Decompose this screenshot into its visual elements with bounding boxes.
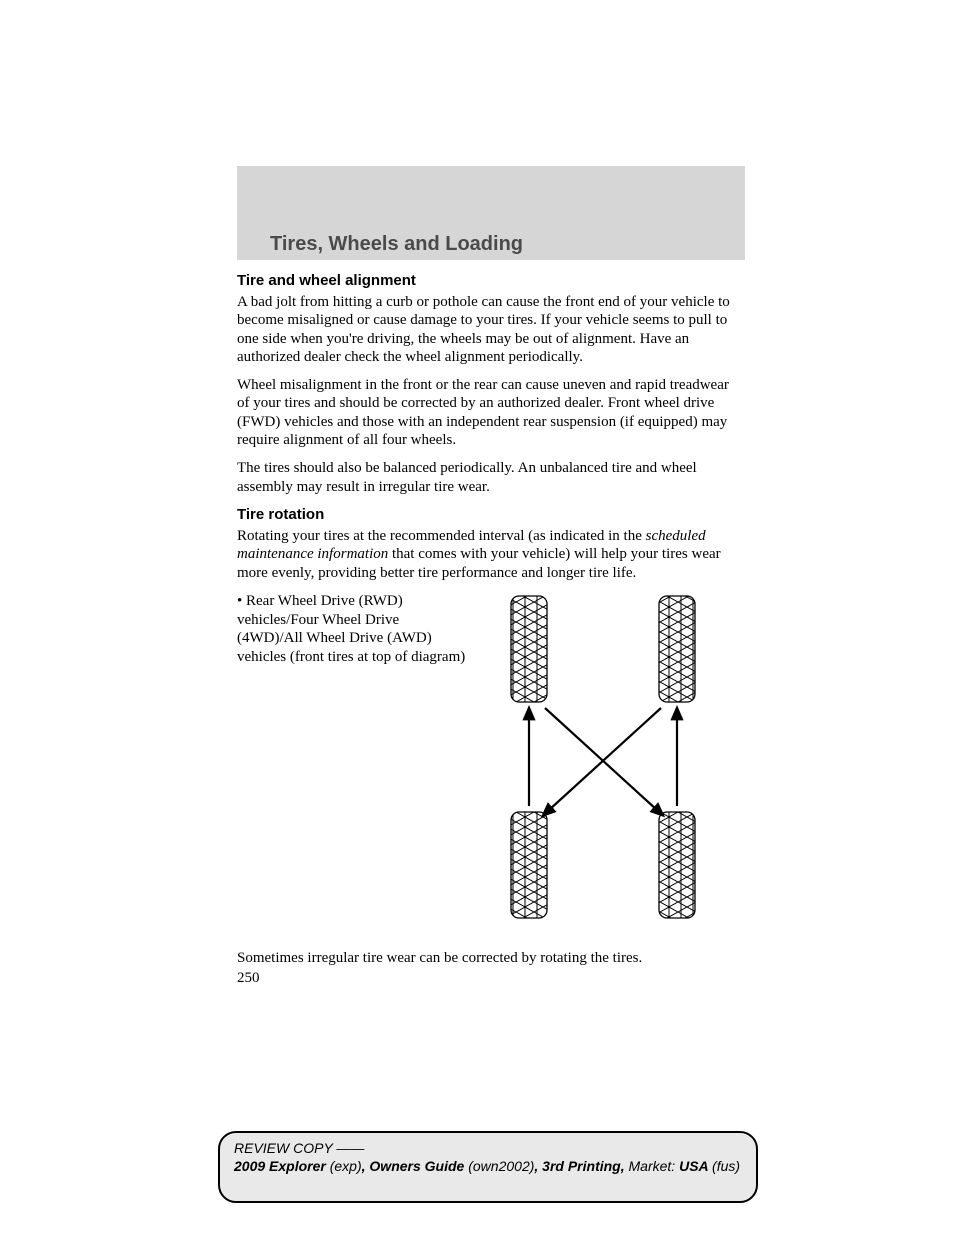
footer-exp: (exp) — [330, 1158, 362, 1174]
tire-rotation-diagram — [489, 592, 729, 931]
footer-model: 2009 Explorer — [234, 1158, 330, 1174]
heading-rotation: Tire rotation — [237, 506, 745, 523]
footer-text: REVIEW COPY —— 2009 Explorer (exp), Owne… — [234, 1139, 742, 1175]
footer-box: REVIEW COPY —— 2009 Explorer (exp), Owne… — [218, 1131, 758, 1203]
footer-printing: , 3rd Printing, — [534, 1158, 628, 1174]
para-rotation-1: Rotating your tires at the recommended i… — [237, 527, 745, 582]
footer-market-label: Market: — [629, 1158, 680, 1174]
closing-text: Sometimes irregular tire wear can be cor… — [237, 949, 745, 969]
page-number: 250 — [237, 970, 745, 987]
footer-market: USA — [679, 1158, 712, 1174]
page-content: Tire and wheel alignment A bad jolt from… — [237, 272, 745, 987]
rotation-bullet-row: Rear Wheel Drive (RWD) vehicles/Four Whe… — [237, 592, 745, 931]
tire-front-right-icon — [659, 596, 695, 702]
para-alignment-2: Wheel misalignment in the front or the r… — [237, 376, 745, 449]
footer-fus: (fus) — [712, 1158, 740, 1174]
tire-rear-right-icon — [659, 812, 695, 918]
footer-review-copy: REVIEW COPY —— — [234, 1140, 364, 1156]
arrow-front-right-to-rear-left-icon — [549, 708, 661, 810]
para-alignment-3: The tires should also be balanced period… — [237, 459, 745, 496]
heading-alignment: Tire and wheel alignment — [237, 272, 745, 289]
tire-rear-left-icon — [511, 812, 547, 918]
footer-own: (own2002) — [468, 1158, 534, 1174]
footer-guide: , Owners Guide — [362, 1158, 469, 1174]
arrow-front-left-to-rear-right-icon — [545, 708, 657, 810]
para-rotation-1a: Rotating your tires at the recommended i… — [237, 528, 646, 544]
tire-front-left-icon — [511, 596, 547, 702]
para-alignment-1: A bad jolt from hitting a curb or pothol… — [237, 293, 745, 366]
chapter-title: Tires, Wheels and Loading — [270, 233, 523, 256]
rotation-bullet-text: Rear Wheel Drive (RWD) vehicles/Four Whe… — [237, 592, 467, 667]
